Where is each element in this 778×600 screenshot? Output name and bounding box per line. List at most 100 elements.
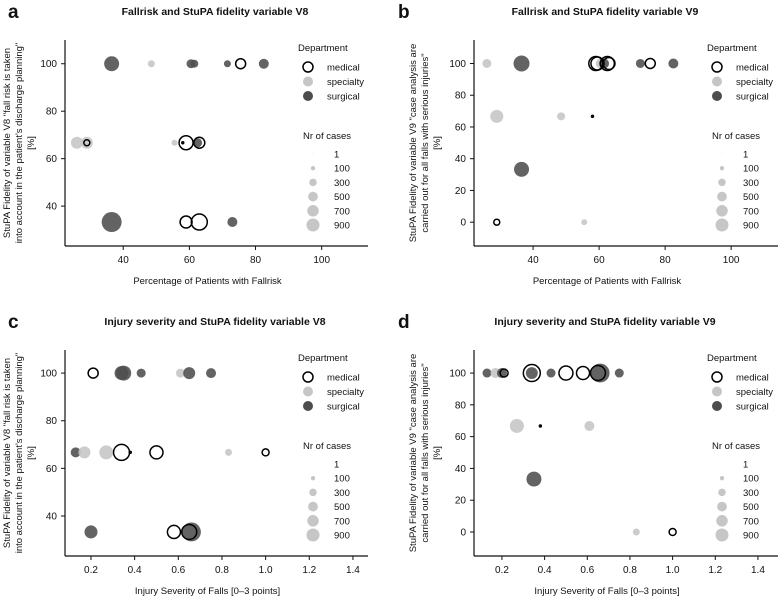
data-point-specialty [509, 418, 524, 433]
data-point-specialty [99, 445, 114, 460]
y-tick-label: 100 [449, 59, 466, 70]
x-tick-label: 0.4 [128, 565, 142, 576]
y-axis-title-line: into account in the patient's discharge … [14, 353, 25, 554]
chart-c: c Injury severity and StuPA fidelity vari… [2, 312, 368, 597]
legend-symbol-surgical [303, 91, 313, 101]
legend-size-symbol [307, 515, 319, 527]
data-point-medical [668, 527, 677, 537]
data-point-specialty [584, 420, 595, 431]
legend-size-label: 100 [334, 474, 350, 485]
data-point-specialty [78, 446, 91, 459]
data-point-specialty [147, 60, 155, 68]
data-point-surgical [70, 447, 81, 458]
legend-symbol-surgical [712, 401, 722, 411]
x-axis-title: Injury Severity of Falls [0–3 points] [135, 586, 280, 597]
y-tick-label: 80 [46, 416, 58, 427]
data-point-medical [234, 57, 247, 70]
data-point-medical [83, 139, 91, 147]
legend-size-symbol [716, 205, 728, 217]
legend-size-symbol [309, 488, 317, 497]
y-tick-label: 100 [40, 59, 57, 70]
legend-label-medical: medical [736, 373, 769, 384]
x-tick-label: 0.2 [84, 565, 98, 576]
x-tick-label: 1.4 [751, 565, 765, 576]
data-point-surgical [514, 161, 530, 177]
legend-label-medical: medical [327, 373, 360, 384]
data-point-medical [538, 424, 543, 428]
data-point-surgical [525, 367, 538, 380]
y-tick-label: 40 [46, 511, 58, 522]
x-tick-label: 1.0 [259, 565, 273, 576]
legend-size-label: 300 [334, 488, 350, 499]
legend-size-symbol [715, 218, 729, 232]
data-point-specialty [70, 136, 83, 149]
y-tick-label: 60 [455, 122, 467, 133]
y-axis-title-line: [%] [432, 136, 443, 150]
panel-d: d Injury severity and StuPA fidelity vari… [390, 300, 778, 600]
data-point-medical [181, 141, 185, 145]
legend-size-symbol [306, 528, 320, 542]
data-point-specialty [80, 136, 93, 149]
data-point-surgical [482, 368, 492, 378]
data-point-surgical [136, 368, 146, 378]
data-point-specialty [482, 58, 492, 68]
data-point-medical [602, 56, 616, 71]
panel-letter: d [398, 312, 410, 333]
x-tick-label: 0.4 [538, 565, 552, 576]
x-tick-label: 0.8 [215, 565, 229, 576]
legend-department-title: Department [298, 353, 348, 364]
data-point-medical [180, 523, 198, 541]
data-point-medical [575, 365, 591, 381]
legend-symbol-medical [711, 61, 723, 73]
x-tick-label: 40 [528, 255, 540, 266]
legend-size-label: 100 [743, 474, 759, 485]
chart-title: Fallrisk and StuPA fidelity variable V8 [122, 6, 309, 18]
data-point-medical [179, 215, 193, 229]
legend-size-symbol [721, 463, 723, 465]
data-point-specialty [171, 139, 178, 146]
data-point-medical [149, 445, 164, 460]
legend-size-label: 300 [743, 178, 759, 189]
y-tick-label: 40 [455, 154, 467, 165]
panel-b: b Fallrisk and StuPA fidelity variable V9… [390, 0, 778, 300]
legend-size-symbol [310, 476, 316, 481]
data-point-specialty [225, 448, 233, 456]
data-point-medical [190, 213, 209, 231]
legend-size-symbol [717, 501, 727, 512]
data-point-medical [87, 367, 99, 379]
data-point-medical [499, 368, 509, 378]
legend-size-symbol [306, 218, 320, 232]
panel-letter: a [8, 2, 19, 23]
legend-size-symbol [719, 166, 725, 171]
y-axis-title-line: into account in the patient's discharge … [14, 43, 25, 244]
x-tick-label: 1.4 [346, 565, 360, 576]
legend-label-medical: medical [327, 63, 360, 74]
legend-label-surgical: surgical [327, 402, 360, 413]
x-tick-label: 60 [184, 255, 196, 266]
data-point-medical [522, 363, 542, 383]
x-tick-label: 0.6 [580, 565, 594, 576]
legend-label-surgical: surgical [736, 402, 769, 413]
legend-size-symbol [307, 205, 319, 217]
legend-size-label: 100 [743, 164, 759, 175]
legend-size-symbol [717, 191, 727, 202]
data-point-surgical [496, 368, 507, 379]
legend-label-surgical: surgical [736, 92, 769, 103]
y-tick-label: 100 [40, 369, 57, 380]
legend-size-symbol [312, 153, 314, 155]
y-tick-label: 80 [455, 91, 467, 102]
legend-symbol-specialty [303, 76, 313, 87]
data-point-medical [193, 136, 206, 150]
x-tick-label: 100 [723, 255, 740, 266]
data-point-medical [166, 524, 182, 540]
legend-size-label: 700 [743, 516, 759, 527]
legend-symbol-specialty [712, 76, 722, 87]
y-tick-label: 40 [46, 202, 58, 213]
legend-size-label: 1 [743, 460, 748, 471]
legend-size-symbol [309, 178, 317, 187]
legend-size-label: 500 [334, 502, 350, 513]
data-point-medical [589, 364, 607, 382]
legend-symbol-specialty [303, 386, 313, 397]
y-axis-title-line: [%] [432, 446, 443, 460]
legend-label-surgical: surgical [327, 92, 360, 103]
